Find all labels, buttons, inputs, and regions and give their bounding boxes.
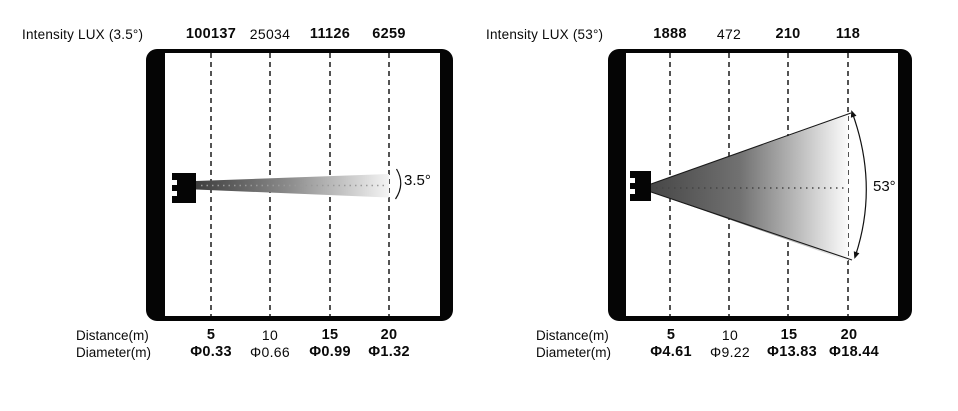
- distance-value: 20: [380, 327, 398, 343]
- diameter-value: Φ0.66: [250, 344, 290, 360]
- beam-angle-label: 53°: [873, 178, 896, 195]
- diameter-value: Φ0.33: [190, 344, 232, 360]
- distance-value: 15: [780, 327, 798, 343]
- beam-angle-arc: [395, 168, 402, 200]
- beam-svg: [172, 53, 402, 316]
- diameter-value: Φ4.61: [650, 344, 692, 360]
- beam-frame: [146, 49, 453, 321]
- beam-cone-shape: [651, 115, 848, 261]
- beam-svg: [630, 53, 867, 316]
- diameter-value: Φ0.99: [309, 344, 351, 360]
- intensity-header-label: Intensity LUX (53°): [486, 27, 604, 42]
- beam-cone-edge: [650, 191, 853, 261]
- intensity-value: 118: [835, 26, 861, 42]
- distance-value: 5: [666, 327, 676, 343]
- intensity-header-label: Intensity LUX (3.5°): [22, 27, 144, 42]
- beam-angle-label: 3.5°: [404, 172, 431, 189]
- light-fixture-icon: [172, 173, 196, 203]
- distance-value: 10: [721, 327, 739, 343]
- intensity-value: 6259: [372, 26, 406, 42]
- beam-cone-edge: [650, 112, 852, 185]
- diameter-value: Φ9.22: [710, 344, 750, 360]
- diameter-value: Φ18.44: [829, 344, 879, 360]
- diameter-value: Φ13.83: [767, 344, 817, 360]
- diameter-row-label: Diameter(m): [536, 345, 612, 360]
- distance-row-label: Distance(m): [536, 328, 609, 343]
- intensity-value: 1888: [653, 26, 687, 42]
- arrow-head: [850, 110, 857, 118]
- diameter-value: Φ1.32: [368, 344, 410, 360]
- distance-value: 10: [261, 327, 279, 343]
- distance-value: 20: [840, 327, 858, 343]
- light-fixture-icon: [630, 171, 651, 201]
- distance-row-label: Distance(m): [76, 328, 149, 343]
- intensity-value: 11126: [309, 26, 351, 42]
- intensity-value: 472: [716, 26, 742, 42]
- arrow-head: [853, 251, 860, 259]
- intensity-value: 100137: [185, 26, 237, 42]
- beam-frame: [608, 49, 912, 321]
- distance-value: 15: [321, 327, 339, 343]
- beam-angle-arc: [851, 111, 867, 258]
- diameter-row-label: Diameter(m): [76, 345, 152, 360]
- intensity-value: 210: [775, 26, 801, 42]
- distance-value: 5: [206, 327, 216, 343]
- beam-cone-shape: [196, 174, 389, 198]
- intensity-value: 25034: [249, 26, 291, 42]
